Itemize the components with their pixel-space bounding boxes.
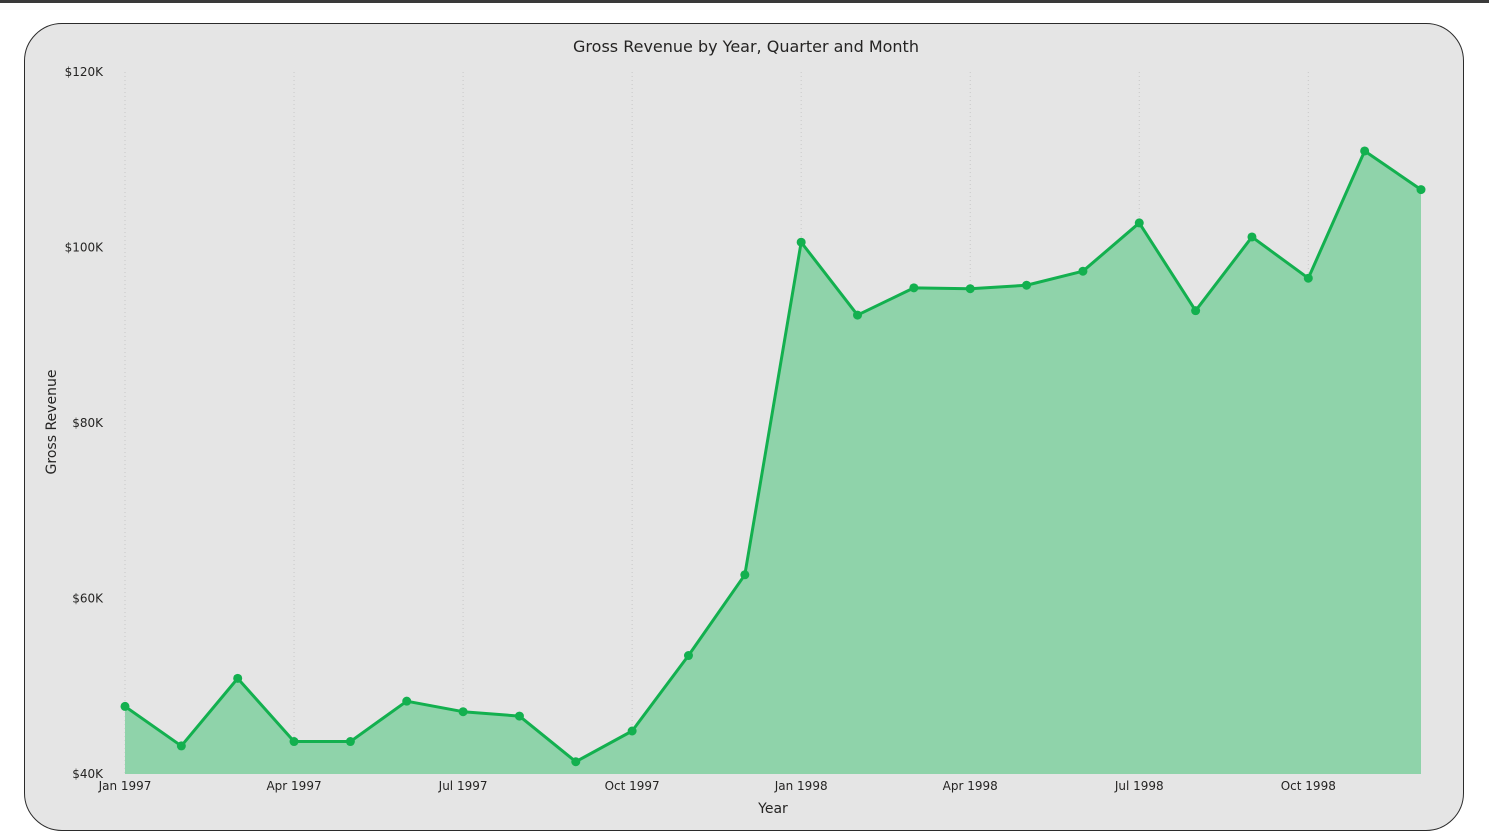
y-axis-title: Gross Revenue xyxy=(44,370,60,475)
data-point-1997-03[interactable] xyxy=(233,673,243,683)
data-point-1998-01[interactable] xyxy=(796,237,806,247)
y-tick-label: $120K xyxy=(65,65,105,79)
data-point-1997-04[interactable] xyxy=(289,737,299,747)
x-tick-label: Oct 1998 xyxy=(1281,779,1336,793)
data-point-1998-11[interactable] xyxy=(1360,146,1370,156)
data-point-1997-08[interactable] xyxy=(514,711,524,721)
x-tick-label: Apr 1998 xyxy=(943,779,998,793)
x-tick-label: Oct 1997 xyxy=(605,779,660,793)
area-chart: Gross Revenue by Year, Quarter and Month… xyxy=(44,37,1426,817)
data-point-1998-02[interactable] xyxy=(853,310,863,320)
data-point-1997-01[interactable] xyxy=(120,701,130,711)
line-layer xyxy=(124,149,1422,764)
data-point-1998-04[interactable] xyxy=(965,284,975,294)
data-points xyxy=(120,146,1426,767)
data-point-1997-10[interactable] xyxy=(627,726,637,736)
top-border xyxy=(0,0,1489,3)
y-axis-ticks: $120K $100K $80K $60K $40K xyxy=(65,65,105,781)
y-tick-label: $40K xyxy=(72,767,104,781)
data-point-1998-09[interactable] xyxy=(1247,232,1257,242)
data-point-1998-05[interactable] xyxy=(1022,280,1032,290)
data-point-1998-03[interactable] xyxy=(909,283,919,293)
x-tick-label: Jul 1998 xyxy=(1114,779,1164,793)
data-point-1997-05[interactable] xyxy=(345,737,355,747)
chart-title: Gross Revenue by Year, Quarter and Month xyxy=(573,37,919,56)
x-tick-label: Jul 1997 xyxy=(438,779,488,793)
data-point-1998-10[interactable] xyxy=(1303,273,1313,283)
data-point-1997-12[interactable] xyxy=(740,570,750,580)
chart-card: Gross Revenue by Year, Quarter and Month… xyxy=(24,23,1464,831)
data-point-1997-06[interactable] xyxy=(402,696,412,706)
x-tick-label: Apr 1997 xyxy=(266,779,321,793)
series-line xyxy=(124,149,1422,764)
x-tick-label: Jan 1998 xyxy=(774,779,828,793)
y-tick-label: $60K xyxy=(72,592,104,606)
data-point-1998-07[interactable] xyxy=(1134,218,1144,228)
x-axis-ticks: Jan 1997 Apr 1997 Jul 1997 Oct 1997 Jan 1998… xyxy=(98,779,1336,793)
area-layer xyxy=(125,150,1421,775)
series-area xyxy=(125,150,1421,775)
data-point-1998-06[interactable] xyxy=(1078,266,1088,276)
y-tick-label: $80K xyxy=(72,416,104,430)
data-point-1997-02[interactable] xyxy=(176,741,186,751)
data-point-1998-12[interactable] xyxy=(1416,185,1426,195)
y-tick-label: $100K xyxy=(65,241,105,255)
data-point-1997-11[interactable] xyxy=(683,651,693,661)
x-axis-title: Year xyxy=(757,801,788,817)
data-point-1997-07[interactable] xyxy=(458,707,468,717)
x-tick-label: Jan 1997 xyxy=(98,779,152,793)
data-point-1998-08[interactable] xyxy=(1191,306,1201,316)
data-point-1997-09[interactable] xyxy=(571,757,581,767)
